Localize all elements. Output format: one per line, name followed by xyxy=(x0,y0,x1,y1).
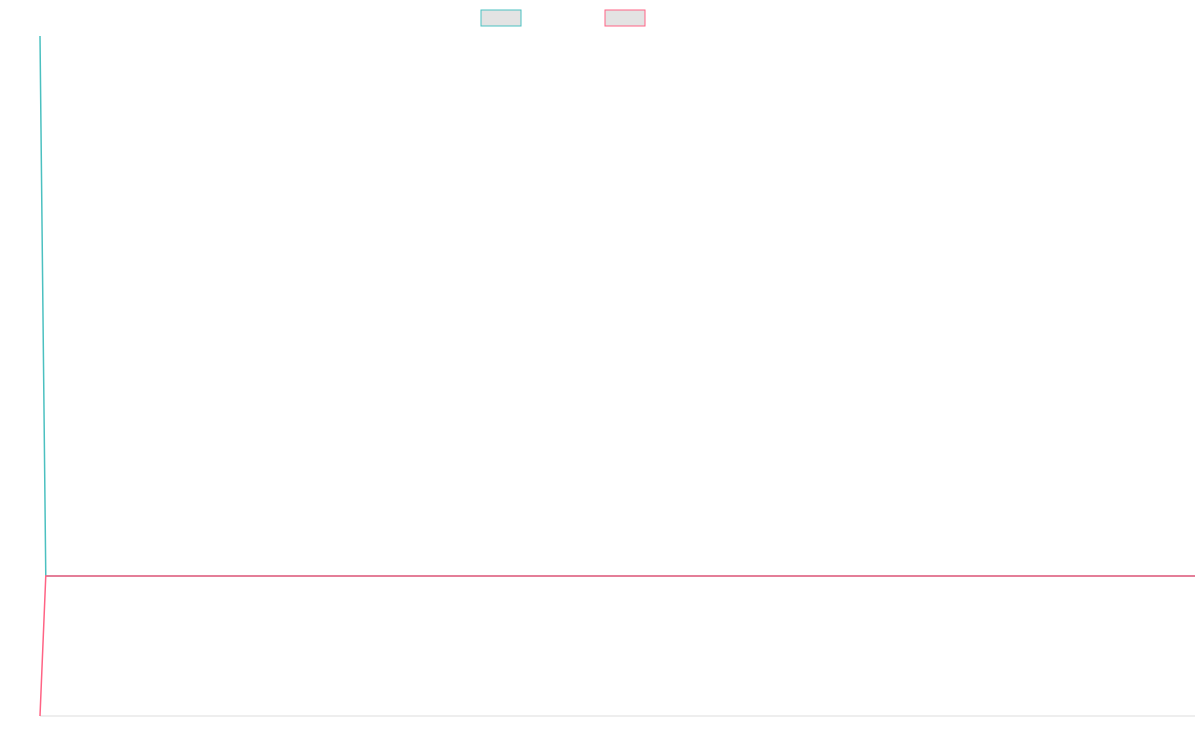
legend-swatch-1[interactable] xyxy=(480,9,522,27)
plot-area xyxy=(39,35,1195,717)
legend-swatch-2[interactable] xyxy=(604,9,646,27)
legend[interactable] xyxy=(480,9,646,27)
series-line-2 xyxy=(39,575,1195,717)
series-line-1 xyxy=(39,35,1195,577)
